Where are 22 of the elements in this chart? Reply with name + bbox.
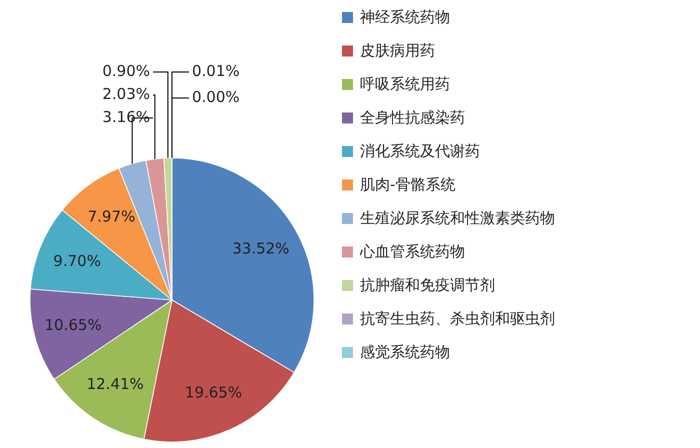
data-label: 10.65% (44, 316, 102, 334)
data-label: 0.90% (102, 62, 150, 80)
legend-label: 呼吸系统用药 (360, 75, 450, 94)
data-label: 2.03% (102, 85, 150, 104)
legend-label: 生殖泌尿系统和性激素类药物 (360, 209, 555, 228)
legend-label: 感觉系统药物 (360, 343, 450, 362)
data-label: 0.01% (192, 62, 240, 80)
text: 0.00% (192, 88, 240, 106)
data-label: 9.70% (53, 252, 101, 270)
legend-label: 皮肤病用药 (360, 42, 435, 60)
legend-label: 心血管系统药物 (359, 242, 465, 261)
data-label: 7.97% (88, 208, 136, 226)
legend-label: 神经系统药物 (360, 8, 450, 26)
legend-label: 肌肉-骨骼系统 (360, 176, 456, 194)
data-label: 12.41% (86, 375, 144, 394)
legend-label: 抗肿瘤和免疫调节剂 (360, 276, 495, 294)
legend-label: 抗寄生虫药、杀虫剂和驱虫剂 (360, 310, 555, 328)
legend-label: 全身性抗感染药 (360, 108, 465, 127)
data-label: 33.52% (232, 239, 290, 258)
data-label: 19.65% (184, 384, 242, 402)
legend-label: 消化系统及代谢药 (360, 142, 480, 160)
data-label: 3.16% (102, 108, 150, 126)
